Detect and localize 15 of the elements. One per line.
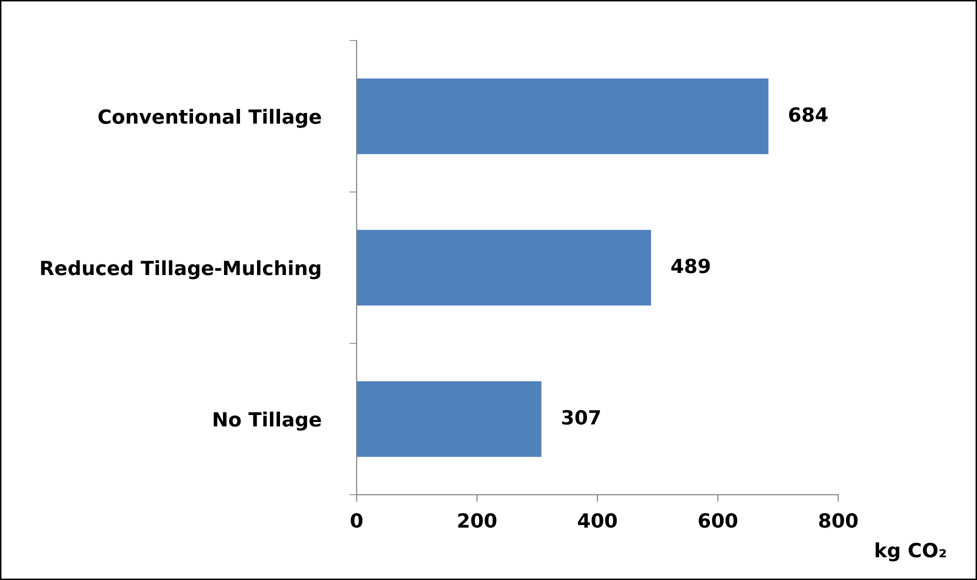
y-tick-label: Conventional Tillage bbox=[98, 108, 321, 128]
bar bbox=[356, 381, 542, 457]
y-tick-label: Reduced Tillage-Mulching bbox=[41, 260, 320, 280]
x-tick-label: 0 bbox=[350, 513, 362, 528]
data-label: 684 bbox=[789, 107, 828, 122]
x-tick-label: 600 bbox=[698, 513, 738, 528]
x-tick-label: 800 bbox=[819, 513, 858, 528]
y-tick-label: No Tillage bbox=[214, 412, 321, 431]
x-tick-label: 200 bbox=[458, 513, 496, 528]
x-axis-title: kg CO₂ bbox=[876, 542, 946, 562]
bar bbox=[356, 78, 768, 154]
x-tick-label: 400 bbox=[578, 513, 617, 528]
data-label: 307 bbox=[562, 410, 600, 425]
bar bbox=[356, 230, 652, 306]
data-label: 489 bbox=[671, 258, 710, 274]
